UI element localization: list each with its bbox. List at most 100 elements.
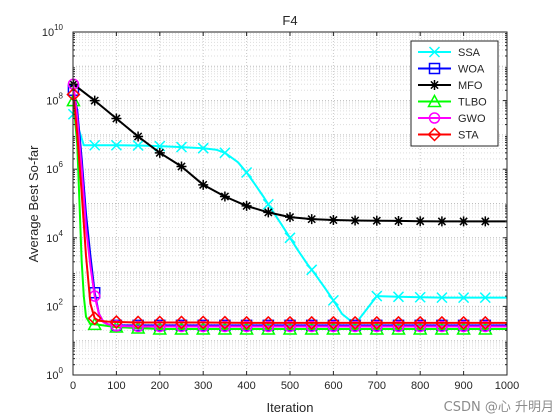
- legend-swatch-marker: [428, 62, 441, 75]
- ssa-line: [72, 113, 507, 326]
- y-tick-exponent: 0: [59, 366, 64, 375]
- tlbo-marker: [478, 321, 493, 335]
- mfo-marker: [89, 95, 100, 106]
- tlbo-marker: [347, 321, 363, 335]
- sta-marker: [109, 314, 124, 330]
- x-tick-label: 400: [237, 380, 255, 392]
- y-tick-label: 1010: [42, 23, 64, 39]
- legend-item-mfo: MFO: [418, 80, 483, 92]
- y-tick-label: 108: [46, 92, 63, 108]
- y-tick-label: 104: [46, 229, 63, 245]
- legend-item-gwo: GWO: [418, 112, 486, 125]
- gwo-line: [72, 84, 507, 328]
- sta-marker: [326, 315, 341, 330]
- tlbo-marker: [391, 321, 406, 335]
- tlbo-marker: [412, 321, 428, 335]
- tlbo-marker: [174, 321, 189, 335]
- mfo-marker: [350, 215, 361, 226]
- ssa-marker: [175, 141, 188, 153]
- gwo-marker: [132, 320, 144, 333]
- chart-title: F4: [282, 13, 297, 28]
- ssa-marker: [414, 291, 426, 303]
- sta-marker: [391, 315, 406, 330]
- gwo-marker: [197, 320, 209, 333]
- ssa-marker: [241, 166, 253, 179]
- y-tick-exponent: 4: [59, 229, 64, 238]
- legend-item-tlbo: TLBO: [418, 93, 487, 109]
- mfo-marker: [480, 216, 491, 227]
- sta-marker: [456, 315, 471, 330]
- y-axis-label: Average Best So-far: [26, 145, 41, 262]
- legend-box: [410, 40, 499, 147]
- tlbo-marker: [261, 321, 276, 335]
- gwo-marker: [479, 320, 492, 333]
- sta-marker: [369, 315, 384, 330]
- y-tick-exponent: 8: [59, 92, 64, 101]
- series-gwo: [67, 78, 507, 333]
- ssa-marker: [327, 294, 339, 306]
- legend-label: STA: [458, 130, 479, 142]
- gwo-marker: [371, 320, 383, 333]
- tlbo-marker: [239, 321, 254, 335]
- tlbo-marker: [87, 316, 102, 331]
- sta-marker: [217, 315, 232, 330]
- series-layer: [66, 78, 507, 335]
- sta-marker: [152, 315, 167, 330]
- gwo-marker: [327, 320, 340, 333]
- gwo-marker: [284, 320, 296, 333]
- mfo-marker: [263, 207, 274, 218]
- gwo-marker: [262, 320, 275, 333]
- ssa-marker: [262, 198, 274, 210]
- gwo-marker: [110, 320, 123, 332]
- tlbo-marker: [456, 321, 471, 335]
- tlbo-marker: [282, 321, 298, 335]
- gwo-marker: [436, 320, 448, 333]
- legend-label: MFO: [458, 80, 483, 92]
- gwo-marker: [457, 320, 470, 333]
- legend-swatch-marker: [428, 112, 441, 124]
- ssa-marker: [436, 292, 448, 304]
- x-tick-label: 600: [324, 380, 342, 392]
- ssa-marker: [219, 147, 231, 159]
- gwo-marker: [305, 320, 318, 333]
- mfo-marker: [436, 216, 447, 227]
- x-tick-label: 300: [194, 380, 212, 392]
- sta-marker: [174, 315, 189, 330]
- mfo-marker: [219, 191, 230, 202]
- x-tick-label: 700: [368, 380, 386, 392]
- y-tick-label: 106: [46, 160, 63, 176]
- legend-swatch-marker: [429, 80, 440, 90]
- gwo-marker: [219, 320, 231, 333]
- mfo-marker: [176, 161, 187, 172]
- y-tick-exponent: 10: [54, 23, 63, 32]
- legend-label: WOA: [458, 64, 485, 76]
- mfo-marker: [393, 215, 404, 226]
- legend-swatch-marker: [427, 93, 442, 108]
- x-tick-label: 1000: [495, 380, 519, 392]
- legend-item-woa: WOA: [418, 62, 485, 76]
- y-tick-label: 100: [46, 366, 63, 382]
- x-axis-label: Iteration: [267, 400, 314, 415]
- legend-swatch-marker: [428, 46, 441, 58]
- x-tick-label: 800: [411, 380, 429, 392]
- legend-label: TLBO: [458, 97, 487, 109]
- tlbo-marker: [434, 321, 450, 335]
- legend-label: GWO: [458, 113, 486, 125]
- tlbo-marker: [130, 320, 146, 334]
- gwo-marker: [414, 320, 426, 333]
- mfo-marker: [285, 212, 295, 223]
- tlbo-marker: [304, 321, 319, 335]
- sta-marker: [196, 315, 211, 330]
- tlbo-marker: [152, 321, 168, 335]
- tlbo-marker: [369, 321, 385, 335]
- sta-marker: [282, 315, 298, 330]
- ssa-marker: [110, 139, 122, 151]
- mfo-marker: [371, 215, 382, 226]
- mfo-marker: [328, 215, 339, 226]
- x-tick-label: 500: [281, 380, 299, 392]
- mfo-marker: [133, 131, 144, 142]
- y-tick-exponent: 2: [59, 297, 64, 306]
- ssa-marker: [132, 139, 144, 152]
- ssa-marker: [197, 142, 209, 154]
